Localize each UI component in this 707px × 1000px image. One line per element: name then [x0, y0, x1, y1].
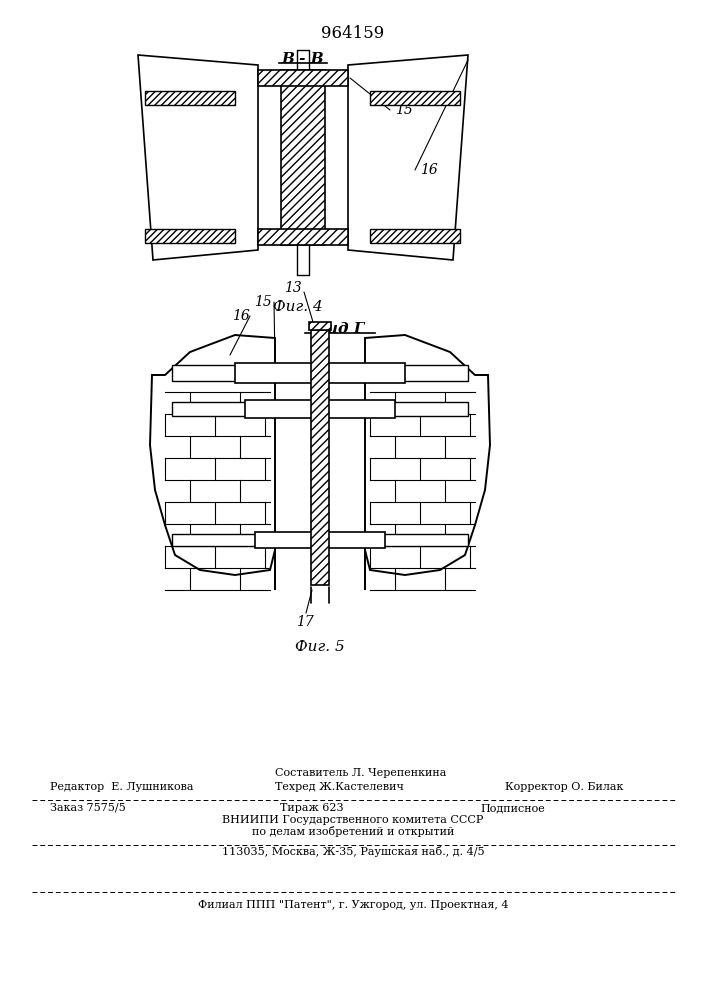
Text: Подписное: Подписное	[480, 803, 545, 813]
Bar	[145, 91, 235, 105]
Text: В - В: В - В	[281, 52, 325, 66]
Bar	[373, 365, 468, 381]
Bar	[370, 91, 460, 105]
Text: 964159: 964159	[322, 25, 385, 42]
Text: Техред Ж.Кастелевич: Техред Ж.Кастелевич	[275, 782, 404, 792]
Bar	[309, 322, 331, 330]
Text: 13: 13	[284, 281, 302, 295]
Bar	[145, 229, 235, 243]
Bar	[172, 534, 267, 546]
Text: 17: 17	[296, 615, 314, 629]
Text: 16: 16	[420, 163, 438, 177]
Text: 15: 15	[395, 103, 413, 117]
Polygon shape	[138, 55, 258, 260]
Bar	[281, 70, 325, 245]
Text: 113035, Москва, Ж-35, Раушская наб., д. 4/5: 113035, Москва, Ж-35, Раушская наб., д. …	[222, 846, 484, 857]
Polygon shape	[348, 55, 468, 260]
Text: Фиг. 5: Фиг. 5	[295, 640, 345, 654]
Bar	[311, 330, 329, 585]
Text: Заказ 7575/5: Заказ 7575/5	[50, 803, 126, 813]
Bar	[370, 229, 460, 243]
Bar	[255, 532, 385, 548]
Text: Редактор  Е. Лушникова: Редактор Е. Лушникова	[50, 782, 194, 792]
Bar	[258, 70, 348, 86]
Bar	[172, 402, 267, 416]
Text: Фиг. 4: Фиг. 4	[273, 300, 323, 314]
Text: Составитель Л. Черепенкина: Составитель Л. Черепенкина	[275, 768, 446, 778]
Text: Филиал ППП "Патент", г. Ужгород, ул. Проектная, 4: Филиал ППП "Патент", г. Ужгород, ул. Про…	[198, 900, 508, 910]
Bar	[373, 534, 468, 546]
Bar	[172, 365, 267, 381]
Bar	[373, 402, 468, 416]
Text: Вид Г: Вид Г	[315, 322, 366, 336]
Text: 15: 15	[255, 295, 272, 309]
Bar	[258, 229, 348, 245]
Text: по делам изобретений и открытий: по делам изобретений и открытий	[252, 826, 454, 837]
Bar	[245, 400, 395, 418]
Bar	[235, 363, 405, 383]
Polygon shape	[365, 335, 490, 590]
Text: ВНИИПИ Государственного комитета СССР: ВНИИПИ Государственного комитета СССР	[222, 815, 484, 825]
Text: Тираж 623: Тираж 623	[280, 803, 344, 813]
Polygon shape	[150, 335, 275, 590]
Text: Корректор О. Билак: Корректор О. Билак	[505, 782, 624, 792]
Text: 16: 16	[233, 309, 250, 323]
